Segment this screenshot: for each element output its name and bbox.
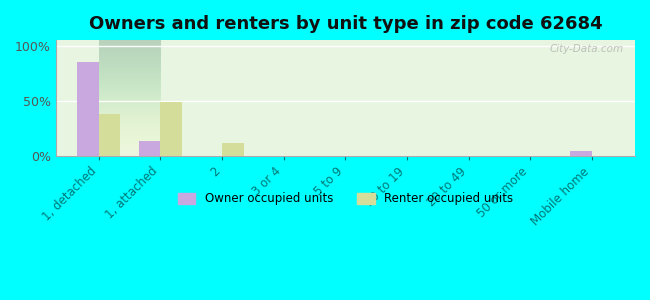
Text: City-Data.com: City-Data.com xyxy=(549,44,623,54)
Title: Owners and renters by unit type in zip code 62684: Owners and renters by unit type in zip c… xyxy=(88,15,602,33)
Bar xyxy=(161,102,182,156)
Bar xyxy=(222,142,244,156)
Bar xyxy=(77,62,99,156)
Legend: Owner occupied units, Renter occupied units: Owner occupied units, Renter occupied un… xyxy=(173,188,518,210)
Bar xyxy=(99,114,120,156)
Bar xyxy=(139,142,161,156)
Bar xyxy=(570,152,592,156)
